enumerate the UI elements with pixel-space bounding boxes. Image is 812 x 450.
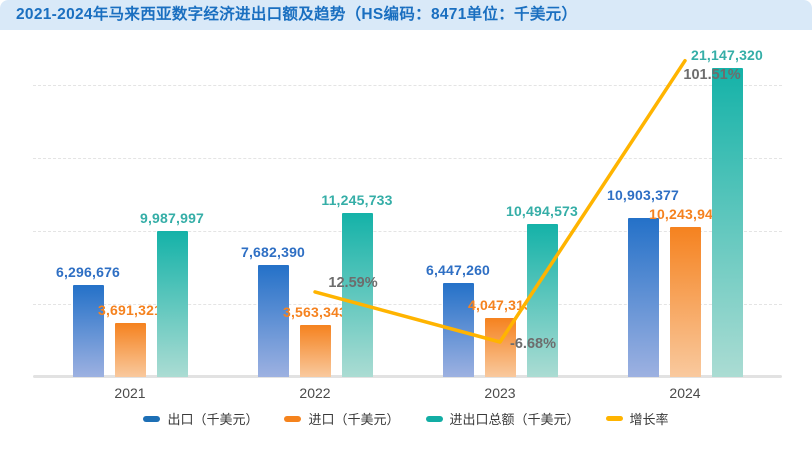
legend-item-label: 进出口总额（千美元） (449, 412, 580, 427)
bar-swatch-icon (425, 415, 443, 422)
bar-value-total-2024: 21,147,320 (690, 47, 764, 63)
title-bar: 2021-2024年马来西亚数字经济进出口额及趋势（HS编码：8471单位：千美… (0, 0, 812, 30)
bar-swatch-icon (143, 415, 161, 422)
bar-export-2022 (257, 265, 289, 377)
x-axis-label-2021: 2021 (114, 385, 146, 401)
bar-value-import-2024: 10,243,943 (648, 206, 722, 222)
bar-total-2021 (156, 231, 188, 377)
bar-value-export-2023: 6,447,260 (425, 262, 491, 278)
legend-item-import[interactable]: 进口（千美元） (284, 409, 400, 428)
bar-value-export-2021: 6,296,676 (55, 264, 121, 280)
bar-value-total-2021: 9,987,997 (139, 210, 205, 226)
growth-rate-value: -6.68% (510, 335, 556, 352)
bar-total-2022 (341, 213, 373, 377)
x-axis-label-2023: 2023 (484, 385, 516, 401)
bar-value-total-2022: 11,245,733 (321, 192, 393, 208)
legend: 出口（千美元） 进口（千美元） 进出口总额（千美元） 增长率 (0, 409, 812, 428)
bar-swatch-icon (284, 415, 302, 422)
growth-rate-value: 12.59% (328, 274, 378, 291)
bar-total-2023 (526, 224, 558, 377)
x-axis-line (33, 375, 782, 378)
bar-value-import-2021: 3,691,321 (97, 302, 163, 318)
bar-value-import-2022: 3,563,343 (282, 304, 348, 320)
legend-item-total[interactable]: 进出口总额（千美元） (425, 409, 580, 428)
line-swatch-icon (605, 416, 623, 421)
bar-import-2022 (299, 325, 331, 377)
x-axis-label-2024: 2024 (669, 385, 701, 401)
bar-import-2021 (114, 323, 146, 377)
bar-export-2024 (627, 218, 659, 377)
gridline (33, 158, 782, 159)
bar-value-export-2022: 7,682,390 (240, 244, 306, 260)
legend-item-growth-rate[interactable]: 增长率 (605, 409, 669, 428)
bar-value-total-2023: 10,494,573 (505, 203, 579, 219)
legend-item-label: 增长率 (629, 412, 669, 427)
growth-rate-value: 101.51% (683, 66, 741, 83)
gridline (33, 85, 782, 86)
legend-item-label: 出口（千美元） (167, 412, 259, 427)
x-axis-label-2022: 2022 (299, 385, 331, 401)
bar-export-2021 (72, 285, 104, 377)
legend-item-label: 进口（千美元） (308, 412, 400, 427)
chart-title: 2021-2024年马来西亚数字经济进出口额及趋势（HS编码：8471单位：千美… (16, 6, 578, 23)
bar-import-2024 (669, 227, 701, 377)
bar-total-2024 (711, 68, 743, 377)
bar-value-export-2024: 10,903,377 (606, 187, 680, 203)
bar-value-import-2023: 4,047,313 (467, 297, 533, 313)
legend-item-export[interactable]: 出口（千美元） (143, 409, 258, 428)
